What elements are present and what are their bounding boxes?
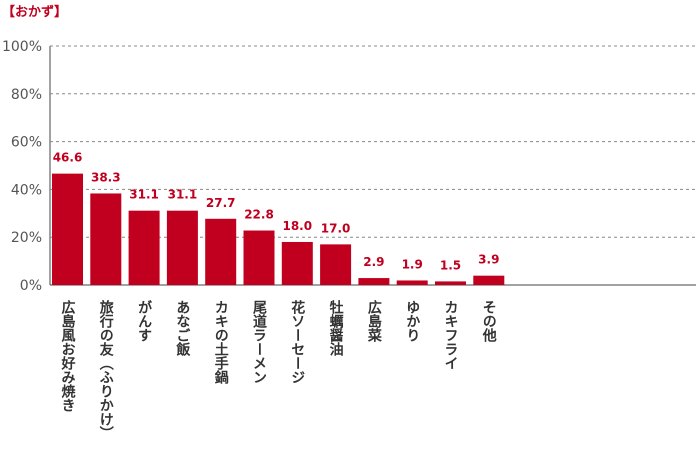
bar [205, 218, 237, 285]
category-label: あなご飯 [174, 300, 191, 357]
y-tick-label: 60% [11, 135, 42, 151]
bar [128, 210, 160, 285]
data-label: 31.1 [129, 188, 159, 202]
bar [320, 244, 352, 285]
data-label: 22.8 [244, 208, 274, 222]
y-tick-label: 80% [11, 87, 42, 103]
category-label: 尾道ラーメン [251, 300, 267, 384]
bar [243, 230, 275, 285]
bar [166, 210, 198, 285]
bar [473, 275, 505, 285]
y-tick-label: 0% [20, 278, 42, 294]
data-label: 1.9 [402, 257, 423, 271]
bar [435, 281, 466, 285]
bar [90, 193, 122, 285]
y-tick-label: 40% [11, 182, 42, 198]
data-label: 27.7 [206, 196, 236, 210]
data-label: 2.9 [363, 255, 384, 269]
category-label: 広島風お好み焼き [60, 299, 77, 412]
data-label: 46.6 [53, 151, 83, 165]
category-label: その他 [481, 300, 498, 343]
category-label: 旅行の友（ふりかけ） [98, 299, 115, 440]
bar [52, 173, 83, 285]
y-tick-label: 20% [11, 230, 42, 246]
category-label: 広島菜 [366, 299, 383, 343]
bar [281, 241, 313, 285]
category-label: 牡蠣醤油 [328, 299, 344, 357]
bar [396, 280, 428, 285]
data-label: 3.9 [478, 253, 499, 267]
y-tick-label: 100% [2, 39, 42, 55]
category-label: 花ソーセージ [289, 299, 305, 384]
data-label: 18.0 [282, 219, 312, 233]
data-label: 17.0 [321, 221, 351, 235]
data-label: 31.1 [168, 188, 198, 202]
data-label: 1.5 [440, 258, 461, 272]
category-label: ゆかり [404, 300, 420, 342]
category-label: カキの土手鍋 [213, 300, 229, 385]
data-label: 38.3 [91, 170, 121, 184]
bar [358, 278, 390, 285]
chart-title: 【おかず】 [2, 5, 68, 20]
category-label: カキフライ [443, 300, 459, 370]
category-label: がんす [136, 299, 152, 342]
